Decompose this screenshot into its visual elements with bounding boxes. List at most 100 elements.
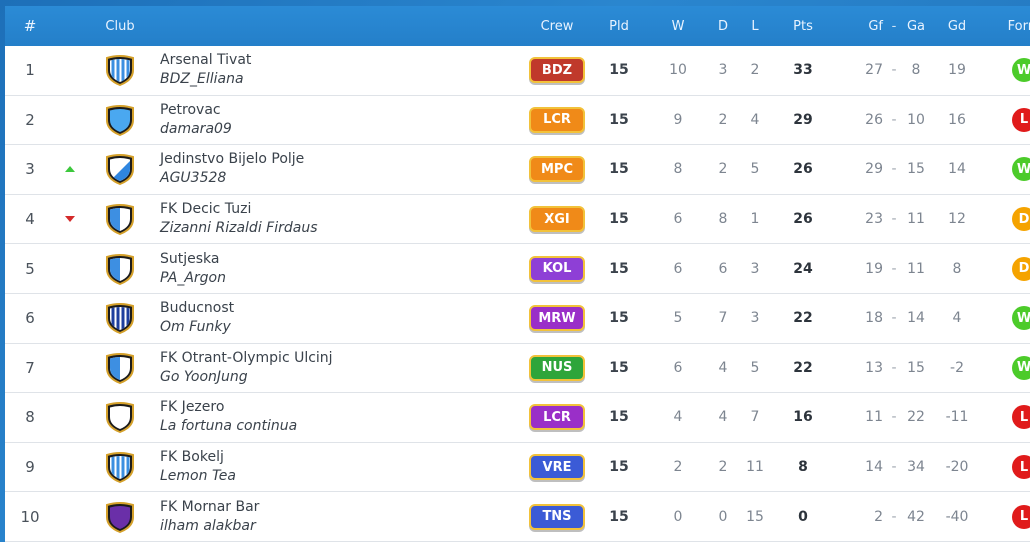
wins: 9 <box>673 111 683 128</box>
wins: 5 <box>673 310 683 327</box>
draws: 2 <box>718 161 728 178</box>
table-row[interactable]: 3 Jedinstvo Bijelo Polje AGU3528 MPC 15 … <box>5 145 1030 195</box>
club-name[interactable]: FK Mornar Bar <box>160 498 260 515</box>
table-row[interactable]: 4 FK Decic Tuzi Zizanni Rizaldi Firdaus … <box>5 194 1030 245</box>
losses: 2 <box>750 62 760 79</box>
losses: 5 <box>750 359 760 376</box>
goal-difference: -40 <box>945 508 969 525</box>
club-info[interactable]: FK Mornar Bar ilham alakbar <box>155 498 525 536</box>
losses: 11 <box>746 459 764 476</box>
club-info[interactable]: FK Otrant-Olympic Ulcinj Go YoonJung <box>155 349 525 387</box>
table-row[interactable]: 5 Sutjeska PA_Argon KOL 15 6 6 3 24 19 -… <box>5 244 1030 294</box>
club-name[interactable]: Sutjeska <box>160 250 220 267</box>
club-name[interactable]: Buducnost <box>160 300 235 317</box>
club-name[interactable]: FK Bokelj <box>160 449 224 466</box>
draws: 6 <box>718 260 728 277</box>
points: 22 <box>793 310 813 327</box>
crew-badge[interactable]: TNS <box>529 503 585 530</box>
points: 24 <box>793 260 813 277</box>
club-name[interactable]: Arsenal Tivat <box>160 52 252 69</box>
club-info[interactable]: Arsenal Tivat BDZ_Elliana <box>155 51 525 89</box>
manager-name[interactable]: BDZ_Elliana <box>160 71 244 88</box>
crew-badge[interactable]: KOL <box>529 255 585 282</box>
goal-difference: 14 <box>948 161 966 178</box>
crew-badge[interactable]: LCR <box>529 106 585 133</box>
table-row[interactable]: 10 FK Mornar Bar ilham alakbar TNS 15 0 … <box>5 492 1030 542</box>
manager-name[interactable]: Go YoonJung <box>160 368 248 385</box>
club-info[interactable]: Sutjeska PA_Argon <box>155 250 525 288</box>
header-crew: Crew <box>540 18 574 34</box>
goals-against: 11 <box>907 260 925 277</box>
club-info[interactable]: FK Jezero La fortuna continua <box>155 398 525 436</box>
club-info[interactable]: Petrovac damara09 <box>155 101 525 139</box>
points: 33 <box>793 62 813 79</box>
club-info[interactable]: FK Bokelj Lemon Tea <box>155 448 525 486</box>
crew-badge[interactable]: XGI <box>529 206 585 233</box>
manager-name[interactable]: Lemon Tea <box>160 468 236 485</box>
goals-for: 27 <box>865 62 883 79</box>
crew-badge[interactable]: BDZ <box>529 57 585 84</box>
manager-name[interactable]: Om Funky <box>160 319 231 336</box>
header-w: W <box>671 18 685 34</box>
points: 22 <box>793 359 813 376</box>
crew-cell: NUS <box>525 354 589 381</box>
position: 5 <box>25 259 35 278</box>
draws: 0 <box>718 508 728 525</box>
losses: 4 <box>750 111 760 128</box>
club-name[interactable]: FK Jezero <box>160 399 225 416</box>
goals-for: 14 <box>865 459 883 476</box>
header-form: Form <box>1007 18 1030 34</box>
club-info[interactable]: Buducnost Om Funky <box>155 299 525 337</box>
played: 15 <box>609 459 629 476</box>
crew-cell: XGI <box>525 206 589 233</box>
crew-badge[interactable]: NUS <box>529 354 585 381</box>
manager-name[interactable]: AGU3528 <box>160 170 227 187</box>
table-row[interactable]: 9 FK Bokelj Lemon Tea VRE 15 2 2 11 8 14… <box>5 442 1030 493</box>
table-row[interactable]: 8 FK Jezero La fortuna continua LCR 15 4… <box>5 393 1030 443</box>
club-shield <box>85 301 155 335</box>
form-cell: W <box>987 306 1030 331</box>
header-l: L <box>751 18 759 34</box>
goals-separator: - <box>891 260 897 277</box>
goal-difference: 8 <box>952 260 962 277</box>
position: 3 <box>25 160 35 179</box>
club-info[interactable]: FK Decic Tuzi Zizanni Rizaldi Firdaus <box>155 200 525 238</box>
trend-indicator <box>55 216 85 223</box>
form-badge: W <box>1012 306 1030 331</box>
club-name[interactable]: FK Decic Tuzi <box>160 201 252 218</box>
goals-separator: - <box>891 161 897 178</box>
table-row[interactable]: 2 Petrovac damara09 LCR 15 9 2 4 29 26 -… <box>5 95 1030 146</box>
header-pos: # <box>23 17 37 35</box>
club-shield-icon <box>106 303 134 335</box>
club-name[interactable]: FK Otrant-Olympic Ulcinj <box>160 349 333 366</box>
goal-difference: 16 <box>948 111 966 128</box>
goals-separator: - <box>891 111 897 128</box>
wins: 6 <box>673 260 683 277</box>
table-row[interactable]: 1 Arsenal Tivat BDZ_Elliana BDZ 15 10 3 … <box>5 46 1030 96</box>
header-sep: - <box>891 18 897 34</box>
goals-for: 23 <box>865 211 883 228</box>
manager-name[interactable]: PA_Argon <box>160 269 226 286</box>
goals-against: 11 <box>907 211 925 228</box>
goals-against: 8 <box>911 62 921 79</box>
crew-badge[interactable]: LCR <box>529 404 585 431</box>
wins: 0 <box>673 508 683 525</box>
manager-name[interactable]: Zizanni Rizaldi Firdaus <box>160 220 318 237</box>
crew-cell: MPC <box>525 156 589 183</box>
manager-name[interactable]: damara09 <box>160 120 232 137</box>
manager-name[interactable]: ilham alakbar <box>160 517 256 534</box>
table-row[interactable]: 7 FK Otrant-Olympic Ulcinj Go YoonJung N… <box>5 343 1030 394</box>
crew-badge[interactable]: MRW <box>529 305 585 332</box>
club-name[interactable]: Jedinstvo Bijelo Polje <box>160 151 305 168</box>
crew-badge[interactable]: MPC <box>529 156 585 183</box>
goals-against: 10 <box>907 111 925 128</box>
club-shield <box>85 152 155 186</box>
club-name[interactable]: Petrovac <box>160 101 221 118</box>
form-cell: D <box>987 207 1030 232</box>
club-info[interactable]: Jedinstvo Bijelo Polje AGU3528 <box>155 150 525 188</box>
table-row[interactable]: 6 Buducnost Om Funky MRW 15 5 7 3 22 18 … <box>5 293 1030 344</box>
played: 15 <box>609 161 629 178</box>
crew-badge[interactable]: VRE <box>529 454 585 481</box>
manager-name[interactable]: La fortuna continua <box>160 418 298 435</box>
goals-against: 14 <box>907 310 925 327</box>
